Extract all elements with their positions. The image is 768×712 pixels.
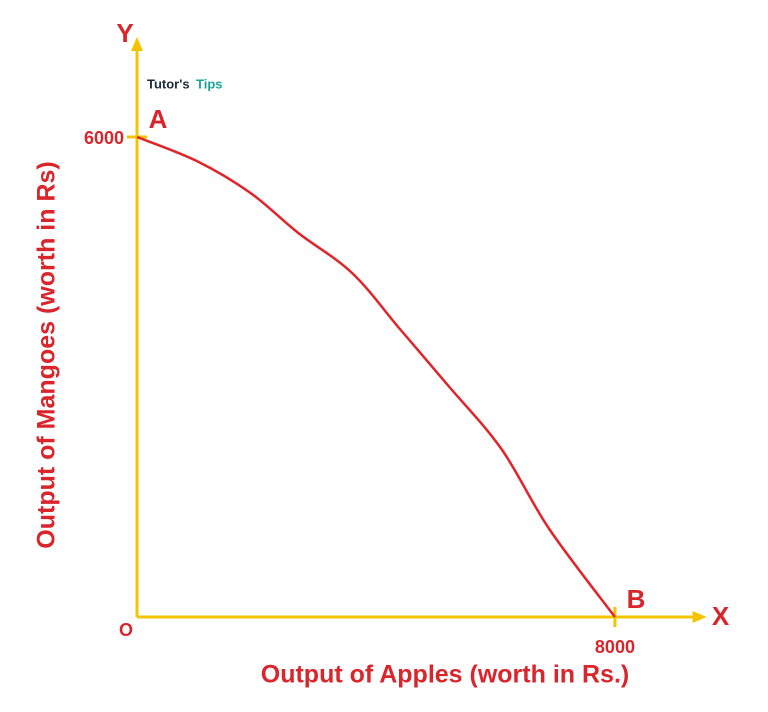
point-label: B bbox=[627, 584, 646, 614]
logo-part2: Tips bbox=[196, 76, 223, 91]
y-arrow bbox=[131, 37, 143, 51]
logo-part1: Tutor's bbox=[147, 76, 190, 91]
x-axis-name: X bbox=[712, 601, 730, 631]
x-tick-label: 8000 bbox=[595, 637, 635, 657]
origin-label: O bbox=[119, 620, 133, 640]
y-axis-name: Y bbox=[116, 18, 133, 48]
x-axis-label: Output of Apples (worth in Rs.) bbox=[261, 661, 629, 689]
y-tick-label: 6000 bbox=[84, 128, 124, 148]
point-label: A bbox=[149, 104, 168, 134]
y-axis-label: Output of Mangoes (worth in Rs) bbox=[33, 161, 61, 548]
ppc-curve bbox=[136, 135, 616, 618]
x-arrow bbox=[692, 611, 707, 623]
